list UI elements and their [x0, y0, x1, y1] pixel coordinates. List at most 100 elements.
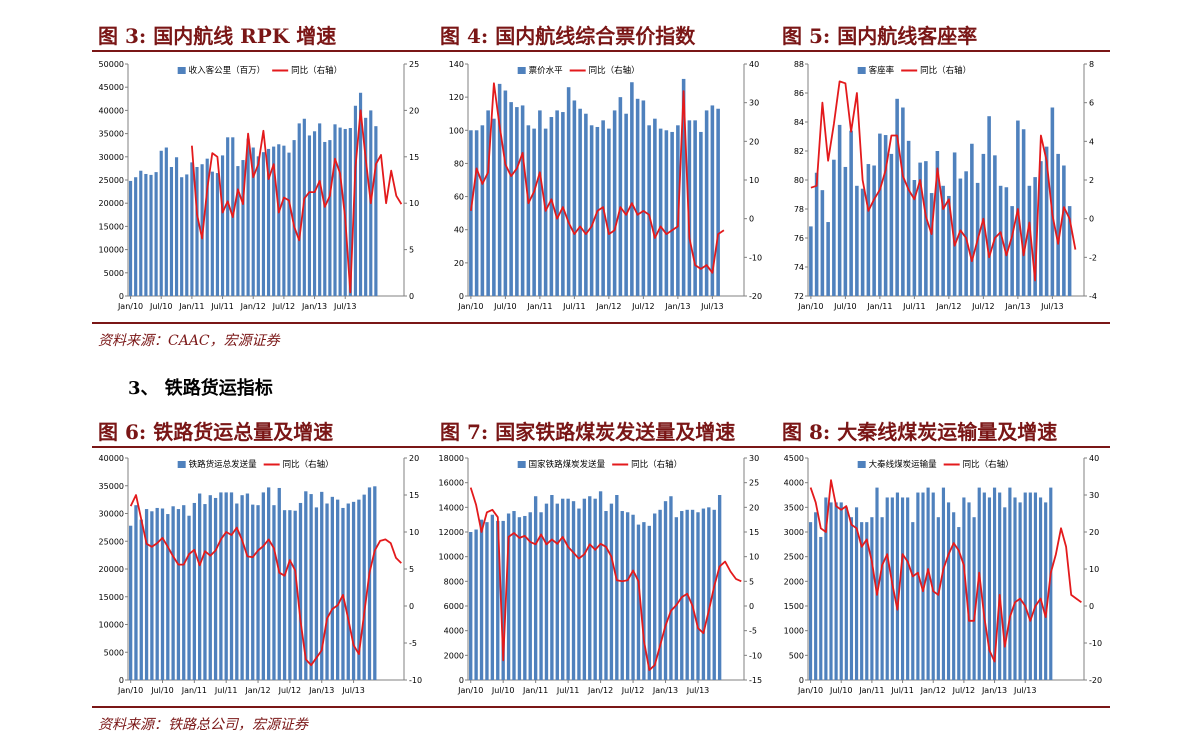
bar — [469, 532, 473, 680]
bar — [707, 507, 711, 680]
y2-tick-label: -20 — [749, 292, 762, 301]
bar — [658, 128, 663, 296]
bar — [849, 130, 853, 296]
bar — [593, 498, 597, 680]
bar — [512, 511, 516, 680]
x-tick-label: Jan/11 — [866, 302, 892, 311]
bar — [588, 496, 592, 680]
bar — [941, 185, 945, 296]
bar — [577, 508, 581, 680]
y-tick-label: 16000 — [439, 479, 464, 488]
y-tick-label: 4500 — [784, 454, 804, 463]
bar — [916, 492, 920, 680]
bar — [261, 492, 265, 680]
x-tick-label: Jul/11 — [890, 686, 914, 695]
bar — [176, 509, 181, 680]
y-tick-label: 10000 — [439, 553, 464, 562]
bar — [624, 113, 628, 296]
bar — [808, 522, 813, 680]
x-tick-label: Jan/11 — [178, 302, 204, 311]
bar — [870, 517, 874, 680]
bar — [288, 510, 292, 680]
bar — [883, 135, 888, 296]
y-tick-label: 500 — [789, 651, 804, 660]
bar — [219, 492, 223, 680]
y-tick-label: 84 — [794, 118, 804, 127]
figure-title-5: 图 5: 国内航线客座率 — [782, 24, 978, 48]
legend-label-line: 同比（右轴） — [920, 65, 971, 76]
bar — [533, 496, 538, 680]
bar — [561, 498, 565, 680]
bar — [875, 487, 879, 680]
bar — [549, 117, 554, 297]
bar — [526, 125, 531, 296]
figure-title-7: 图 7: 国家铁路煤炭发送量及增速 — [440, 420, 736, 444]
y-tick-label: 60 — [454, 193, 464, 202]
bar — [154, 172, 158, 296]
bar — [572, 100, 577, 296]
bar — [964, 171, 968, 296]
bar — [213, 497, 218, 680]
y-tick-label: 3500 — [784, 503, 804, 512]
bar — [128, 180, 133, 296]
x-tick-label: Jul/10 — [829, 686, 853, 695]
bar — [160, 508, 165, 680]
bar — [195, 167, 199, 296]
bar — [712, 509, 716, 680]
y-tick-label: 35000 — [99, 130, 124, 139]
section-heading: 3、 铁路货运指标 — [128, 378, 273, 399]
bar — [699, 131, 703, 296]
bar — [129, 525, 133, 680]
bar — [139, 170, 143, 296]
bar — [704, 110, 709, 297]
legend-label-bars: 票价水平 — [529, 65, 564, 76]
bar — [1018, 502, 1022, 680]
chart-load-factor: 72 74 76 78 80 82 84 86 88 -4 -2 0 2 4 6 8 Jan/10 Jul/10 J… — [794, 60, 1097, 311]
bar — [809, 226, 813, 296]
bar — [921, 492, 925, 680]
bar — [1044, 146, 1049, 296]
bar — [256, 505, 260, 680]
y-tick-label: 5000 — [104, 269, 124, 278]
y2-tick-label: 20 — [409, 454, 419, 463]
bar — [834, 502, 838, 680]
y-tick-label: 0 — [119, 292, 124, 301]
legend-label-bars: 国家铁路煤炭发送量 — [529, 459, 606, 470]
y2-tick-label: -10 — [749, 253, 762, 262]
y2-tick-label: 5 — [409, 565, 414, 574]
x-tick-label: Jan/12 — [935, 302, 961, 311]
bar — [716, 108, 720, 296]
bar — [185, 174, 189, 296]
x-tick-label: Jul/12 — [278, 686, 302, 695]
bar — [1033, 492, 1038, 680]
y2-tick-label: 10 — [749, 176, 759, 185]
bar — [235, 503, 239, 680]
x-tick-label: Jan/11 — [522, 686, 548, 695]
bar — [528, 512, 532, 680]
bar — [987, 497, 992, 680]
bar — [906, 497, 910, 680]
bar — [169, 167, 174, 296]
x-tick-label: Jul/11 — [210, 302, 234, 311]
bar — [226, 137, 230, 296]
y-tick-label: 10000 — [99, 621, 124, 630]
legend-label-bars: 收入客公里（百万） — [189, 65, 266, 76]
y-tick-label: 10000 — [99, 246, 124, 255]
bar — [889, 153, 894, 296]
bar — [297, 123, 301, 296]
y2-tick-label: 10 — [409, 199, 419, 208]
bar — [561, 112, 565, 296]
bar — [240, 495, 244, 680]
y2-tick-label: 0 — [409, 292, 414, 301]
x-tick-label: Jul/12 — [952, 686, 976, 695]
x-tick-label: Jul/10 — [833, 302, 857, 311]
bar — [890, 497, 894, 680]
y-tick-label: 35000 — [99, 482, 124, 491]
x-tick-label: Jan/11 — [858, 686, 884, 695]
x-tick-label: Jan/13 — [981, 686, 1007, 695]
source-rule-bottom — [92, 706, 1110, 708]
bar — [957, 527, 961, 680]
y2-tick-label: -10 — [749, 651, 762, 660]
bar — [1013, 497, 1017, 680]
bar — [272, 146, 276, 296]
